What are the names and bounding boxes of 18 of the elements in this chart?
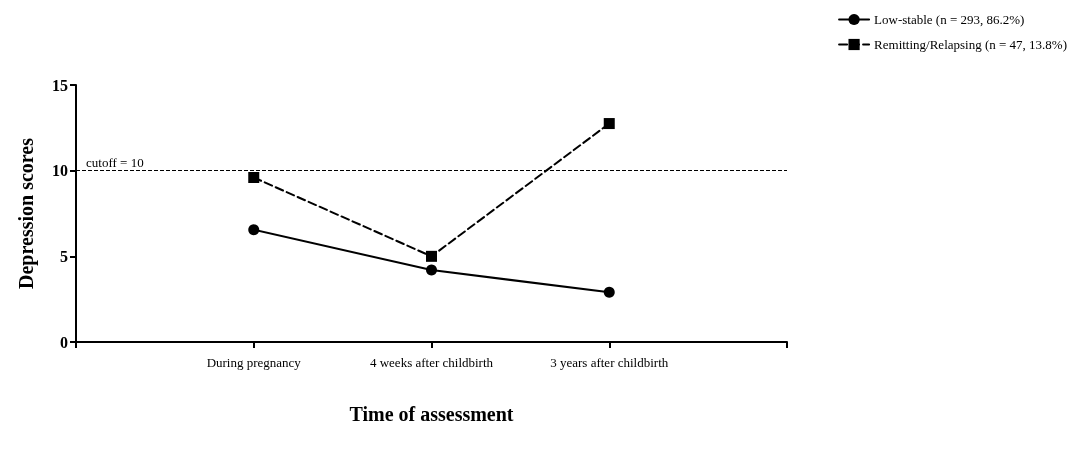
point <box>248 172 260 184</box>
ref-line-label: cutoff = 10 <box>86 154 144 170</box>
point <box>603 286 615 298</box>
x-tick-label: 4 weeks after childbirth <box>369 355 494 370</box>
x-axis-title: Time of assessment <box>349 403 514 425</box>
y-tick-label: 10 <box>52 162 68 180</box>
point <box>248 224 260 236</box>
y-tick-label: 0 <box>60 333 68 351</box>
y-axis-title: Depression scores <box>15 137 38 289</box>
legend-label: Low-stable (n = 293, 86.2%) <box>874 12 1025 27</box>
point <box>426 250 437 262</box>
x-tick-label: 3 years after childbirth <box>550 355 669 370</box>
point <box>426 264 437 276</box>
y-tick-label: 5 <box>60 247 68 265</box>
x-tick-label: During pregnancy <box>206 355 302 370</box>
y-tick-label: 15 <box>52 76 68 94</box>
legend-label: Remitting/Relapsing (n = 47, 13.8%) <box>874 37 1068 52</box>
point <box>603 118 615 130</box>
